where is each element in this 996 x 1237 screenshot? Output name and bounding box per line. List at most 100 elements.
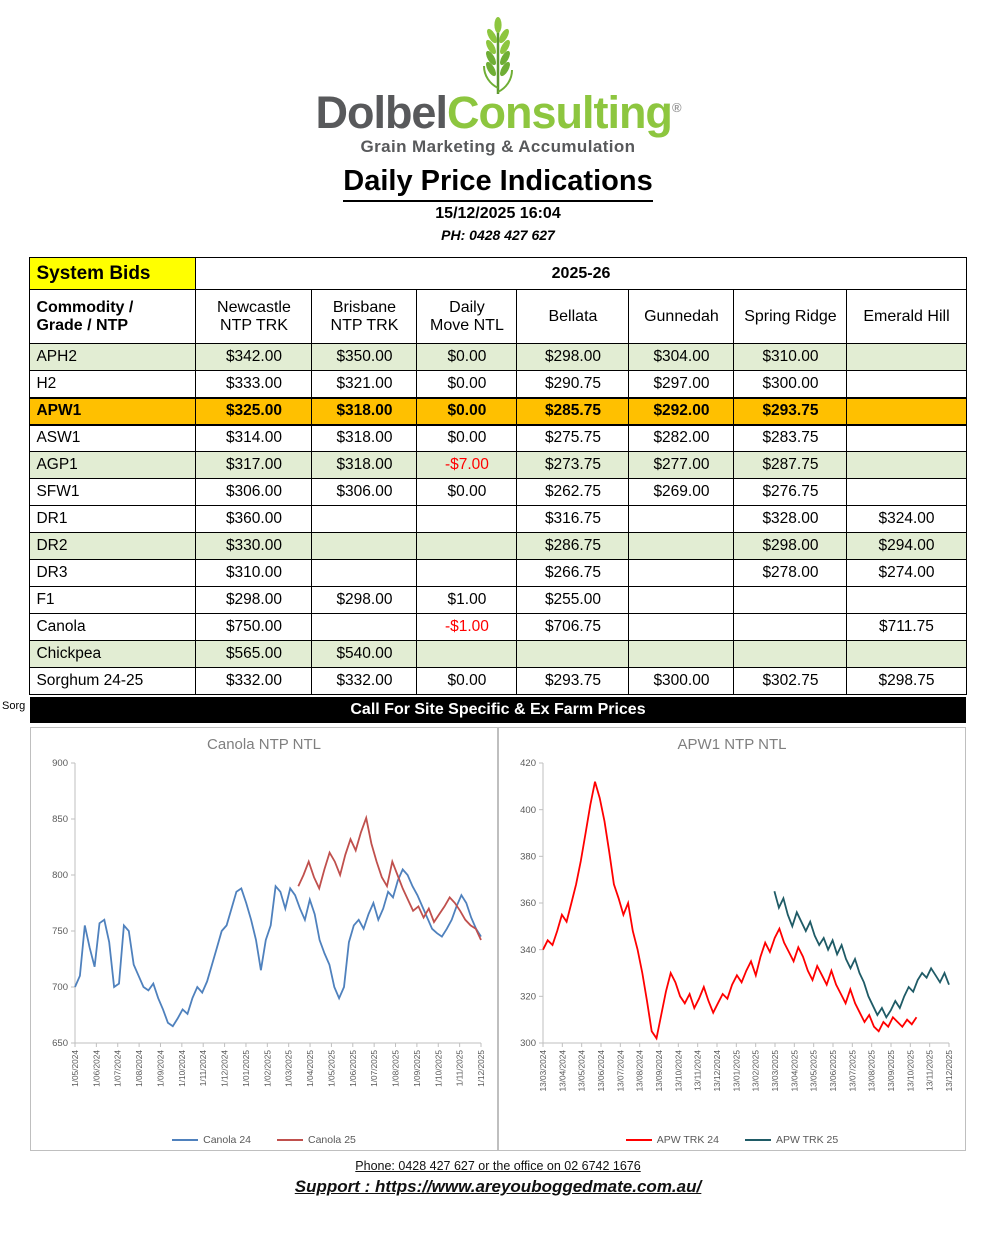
table-row: DR3 $310.00 $266.75 $278.00 $274.00 xyxy=(29,559,967,587)
svg-text:1/05/2025: 1/05/2025 xyxy=(326,1050,336,1087)
svg-text:13/10/2024: 13/10/2024 xyxy=(673,1050,683,1092)
price-cell: $306.00 xyxy=(195,478,313,506)
table-row: F1 $298.00 $298.00 $1.00 $255.00 xyxy=(29,586,967,614)
svg-text:13/07/2025: 13/07/2025 xyxy=(847,1050,857,1092)
column-header: Bellata xyxy=(516,289,630,344)
price-cell: $333.00 xyxy=(195,370,313,398)
logo: DolbelConsulting® Grain Marketing & Accu… xyxy=(0,16,996,155)
price-cell: $306.00 xyxy=(311,478,418,506)
price-cell: $711.75 xyxy=(846,613,967,641)
commodity-cell: APH2 xyxy=(29,343,197,371)
commodity-cell: F1 xyxy=(29,586,197,614)
series-apw-trk-25 xyxy=(773,891,950,1020)
footer-support: Support : https://www.areyouboggedmate.c… xyxy=(0,1177,996,1197)
header: DolbelConsulting® Grain Marketing & Accu… xyxy=(0,0,996,243)
price-cell: $266.75 xyxy=(516,559,630,587)
svg-text:1/02/2025: 1/02/2025 xyxy=(262,1050,272,1087)
chart-legend: Canola 24 Canola 25 xyxy=(33,1134,495,1146)
svg-text:850: 850 xyxy=(52,814,68,825)
price-cell: $0.00 xyxy=(416,424,518,452)
price-cell: $314.00 xyxy=(195,424,313,452)
system-bids-header: System Bids xyxy=(29,257,197,290)
price-cell: $290.75 xyxy=(516,370,630,398)
column-header: Emerald Hill xyxy=(846,289,967,344)
season-header: 2025-26 xyxy=(195,257,967,290)
logo-name-primary: Dolbel xyxy=(315,87,448,138)
price-cell: $255.00 xyxy=(516,586,630,614)
support-link[interactable]: https://www.areyouboggedmate.com.au/ xyxy=(375,1177,702,1196)
footer-phone: Phone: 0428 427 627 or the office on 02 … xyxy=(355,1159,641,1173)
commodity-cell: Sorghum 24-25 xyxy=(29,667,197,695)
legend-swatch xyxy=(745,1139,771,1141)
svg-text:360: 360 xyxy=(520,898,536,909)
commodity-cell: DR3 xyxy=(29,559,197,587)
svg-text:1/07/2024: 1/07/2024 xyxy=(113,1050,123,1087)
svg-text:1/12/2024: 1/12/2024 xyxy=(220,1050,230,1087)
column-header: Commodity / Grade / NTP xyxy=(29,289,197,344)
series-canola-24 xyxy=(74,867,482,1028)
price-cell: $310.00 xyxy=(195,559,313,587)
price-table-body: APH2 $342.00 $350.00 $0.00 $298.00 $304.00 $31… xyxy=(29,343,967,695)
svg-text:1/05/2024: 1/05/2024 xyxy=(70,1050,80,1087)
price-cell: $298.00 xyxy=(311,586,418,614)
table-row: Canola $750.00 -$1.00 $706.75 $711.75 xyxy=(29,613,967,641)
svg-text:13/06/2024: 13/06/2024 xyxy=(596,1050,606,1092)
svg-text:13/11/2024: 13/11/2024 xyxy=(693,1050,703,1091)
svg-text:13/12/2025: 13/12/2025 xyxy=(944,1050,954,1092)
price-cell: $317.00 xyxy=(195,451,313,479)
price-cell: $283.75 xyxy=(733,424,848,452)
svg-text:13/09/2025: 13/09/2025 xyxy=(886,1050,896,1092)
table-row: DR2 $330.00 $286.75 $298.00 $294.00 xyxy=(29,532,967,560)
price-cell xyxy=(733,613,848,641)
legend-swatch xyxy=(277,1139,303,1141)
price-cell xyxy=(628,640,735,668)
series-canola-25 xyxy=(297,814,482,941)
price-cell: $1.00 xyxy=(416,586,518,614)
price-cell: $706.75 xyxy=(516,613,630,641)
price-cell xyxy=(628,559,735,587)
price-cell: $321.00 xyxy=(311,370,418,398)
commodity-cell: AGP1 xyxy=(29,451,197,479)
svg-text:1/08/2025: 1/08/2025 xyxy=(391,1050,401,1087)
price-cell: -$7.00 xyxy=(416,451,518,479)
svg-text:1/09/2025: 1/09/2025 xyxy=(412,1050,422,1087)
logo-tagline: Grain Marketing & Accumulation xyxy=(360,137,636,156)
table-row: H2 $333.00 $321.00 $0.00 $290.75 $297.00 $300.… xyxy=(29,370,967,398)
commodity-cell: H2 xyxy=(29,370,197,398)
chart-title: Canola NTP NTL xyxy=(207,736,321,753)
svg-text:1/10/2024: 1/10/2024 xyxy=(177,1050,187,1087)
price-cell: $318.00 xyxy=(311,451,418,479)
price-table: System Bids 2025-26 Commodity / Grade / … xyxy=(29,257,967,695)
price-cell xyxy=(846,424,967,452)
wheat-icon xyxy=(483,17,513,94)
svg-text:13/04/2025: 13/04/2025 xyxy=(789,1050,799,1092)
chart-box-apw1: APW1 NTP NTL 300 320 340 360 380 400 420 13/03/… xyxy=(498,727,966,1151)
price-cell: $275.75 xyxy=(516,424,630,452)
column-header: Daily Move NTL xyxy=(416,289,518,344)
price-cell: $328.00 xyxy=(733,505,848,533)
svg-text:13/05/2024: 13/05/2024 xyxy=(577,1050,587,1092)
chart-legend: APW TRK 24 APW TRK 25 xyxy=(501,1134,963,1146)
svg-text:300: 300 xyxy=(520,1038,536,1049)
price-cell xyxy=(846,343,967,371)
price-cell: $302.75 xyxy=(733,667,848,695)
price-cell: $0.00 xyxy=(416,370,518,398)
svg-text:1/11/2025: 1/11/2025 xyxy=(455,1050,465,1087)
stray-label: Sorg xyxy=(2,700,26,712)
price-cell xyxy=(628,586,735,614)
logo-text: DolbelConsulting® xyxy=(0,90,996,135)
svg-text:13/12/2024: 13/12/2024 xyxy=(712,1050,722,1092)
price-cell: $0.00 xyxy=(416,667,518,695)
price-cell: $276.75 xyxy=(733,478,848,506)
price-cell xyxy=(846,370,967,398)
charts-section: Canola NTP NTL 650 700 750 800 850 900 1/05/20… xyxy=(30,727,966,1151)
column-header: Newcastle NTP TRK xyxy=(195,289,313,344)
table-row: APW1 $325.00 $318.00 $0.00 $285.75 $292.00 $29… xyxy=(29,396,967,426)
price-cell: $324.00 xyxy=(846,505,967,533)
legend-label: Canola 24 xyxy=(203,1134,251,1146)
svg-text:1/12/2025: 1/12/2025 xyxy=(476,1050,486,1087)
price-cell: $325.00 xyxy=(195,396,313,426)
price-cell: $318.00 xyxy=(311,396,418,426)
table-row: APH2 $342.00 $350.00 $0.00 $298.00 $304.00 $31… xyxy=(29,343,967,371)
price-cell xyxy=(416,505,518,533)
